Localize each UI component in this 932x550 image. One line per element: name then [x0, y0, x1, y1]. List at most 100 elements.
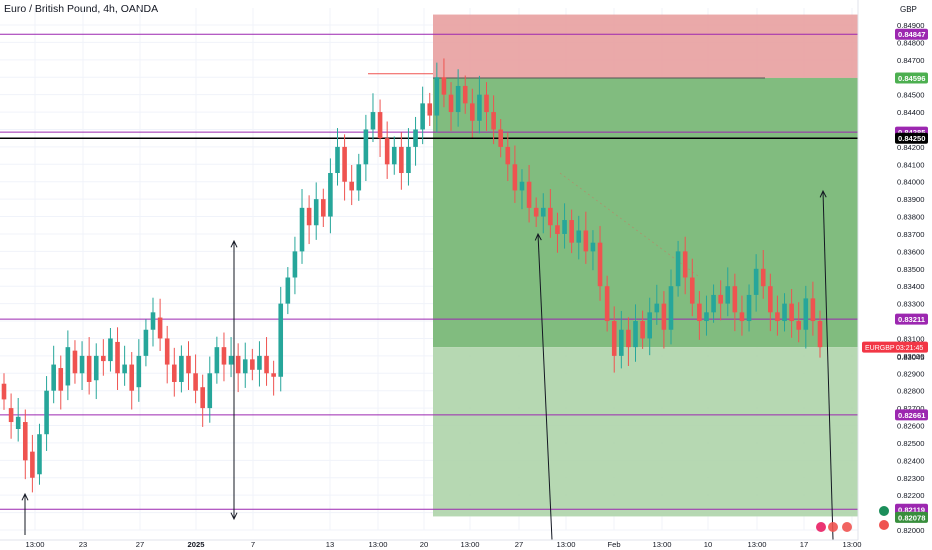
candle-body: [235, 355, 241, 374]
candle-body: [484, 94, 489, 113]
candle-body: [51, 364, 56, 391]
level-price-tag: [895, 313, 928, 325]
candle-body: [391, 146, 397, 165]
target-price-tag: [895, 511, 928, 523]
candle-body: [803, 298, 809, 330]
candle-body: [711, 294, 716, 313]
time-tick-label: 13:00: [25, 540, 44, 549]
candle-body: [257, 355, 262, 370]
price-tick-label: 0.82200: [897, 491, 924, 500]
time-tick-label: 13:00: [652, 540, 671, 549]
price-tick-label: 0.83400: [897, 282, 924, 291]
candle-body: [512, 164, 518, 191]
candle-body: [30, 451, 35, 478]
projection-arrow: [822, 190, 834, 541]
level-price-tag: [895, 132, 928, 144]
candle-body: [455, 85, 461, 113]
countdown-text: 03:21:45: [896, 345, 923, 352]
projection-arrow: [537, 233, 553, 541]
projection-arrow-head: [534, 232, 542, 241]
candle-body: [498, 129, 503, 147]
candle-body: [164, 338, 170, 365]
candle-body: [569, 220, 574, 243]
price-tick-label: 0.82800: [897, 387, 924, 396]
candle-body: [817, 321, 823, 348]
price-tick-label: 0.84500: [897, 91, 924, 100]
time-tick-label: 13:00: [556, 540, 575, 549]
candle-body: [79, 355, 85, 374]
candle-body: [150, 312, 156, 330]
price-tick-label: 0.84200: [897, 143, 924, 152]
currency-label: GBP: [900, 5, 917, 14]
candle-body: [682, 251, 688, 278]
candle-body: [8, 408, 14, 423]
candle-body: [93, 355, 99, 381]
candle-body: [661, 303, 667, 330]
price-tick-label: 0.82400: [897, 456, 924, 465]
candle-body: [583, 230, 589, 252]
time-tick-label: 2025: [188, 540, 206, 549]
candle-body: [15, 416, 21, 429]
candle-body: [179, 355, 184, 382]
active-profit-zone: [433, 77, 858, 348]
candle-body: [739, 312, 745, 322]
time-tick-label: 13:00: [460, 540, 479, 549]
indicator-icon: [879, 520, 889, 530]
candle-body: [434, 77, 440, 116]
level-price-text: 0.84847: [898, 30, 925, 39]
price-tick-label: 0.84800: [897, 38, 924, 47]
candle-body: [363, 129, 369, 165]
candle-body: [115, 341, 120, 374]
time-tick-label: 23: [79, 540, 87, 549]
candle-body: [590, 242, 596, 252]
indicator-icon: [879, 506, 889, 516]
candle-body: [271, 373, 276, 377]
time-tick-label: 13:00: [368, 540, 387, 549]
target-price-text: 0.82078: [898, 513, 925, 522]
candle-body: [604, 286, 610, 322]
price-tick-label: 0.83800: [897, 213, 924, 222]
candle-body: [186, 355, 191, 374]
candle-body: [278, 303, 284, 377]
price-tick-label: 0.84900: [897, 21, 924, 30]
level-price-text: 0.82661: [898, 411, 926, 420]
candle-body: [200, 387, 205, 409]
candle-body: [633, 321, 638, 348]
price-axis: [858, 0, 932, 550]
candle-body: [65, 347, 71, 386]
up-arrow-head: [21, 492, 29, 501]
time-tick-label: 13: [326, 540, 334, 549]
candle-body: [675, 251, 681, 287]
candle-body: [299, 207, 305, 252]
event-icon: [842, 522, 852, 532]
candle-body: [789, 303, 794, 322]
level-price-tag: [895, 28, 928, 40]
candle-body: [264, 355, 269, 374]
last-price-tag: [862, 341, 928, 353]
candle-body: [782, 303, 787, 322]
candle-body: [101, 355, 106, 362]
candle-body: [427, 103, 433, 116]
candle-body: [540, 207, 546, 217]
candle-body: [242, 359, 248, 374]
candle-body: [619, 329, 624, 356]
range-arrow-head: [230, 512, 238, 521]
candle-body: [72, 350, 78, 374]
symbol-text: EURGBP: [865, 345, 895, 352]
event-icon: [816, 522, 826, 532]
candle-body: [321, 199, 326, 217]
time-tick-label: 27: [136, 540, 144, 549]
candle-body: [810, 298, 816, 322]
candle-body: [448, 94, 454, 113]
time-tick-label: 10: [704, 540, 712, 549]
candle-body: [626, 329, 631, 348]
candle-body: [470, 103, 475, 121]
time-tick-label: 20: [420, 540, 428, 549]
candle-body: [349, 181, 354, 191]
price-tick-label: 0.83700: [897, 230, 924, 239]
candle-body: [704, 312, 709, 322]
candle-body: [753, 268, 759, 295]
target-zone: [433, 347, 858, 517]
candle-body: [562, 220, 567, 234]
